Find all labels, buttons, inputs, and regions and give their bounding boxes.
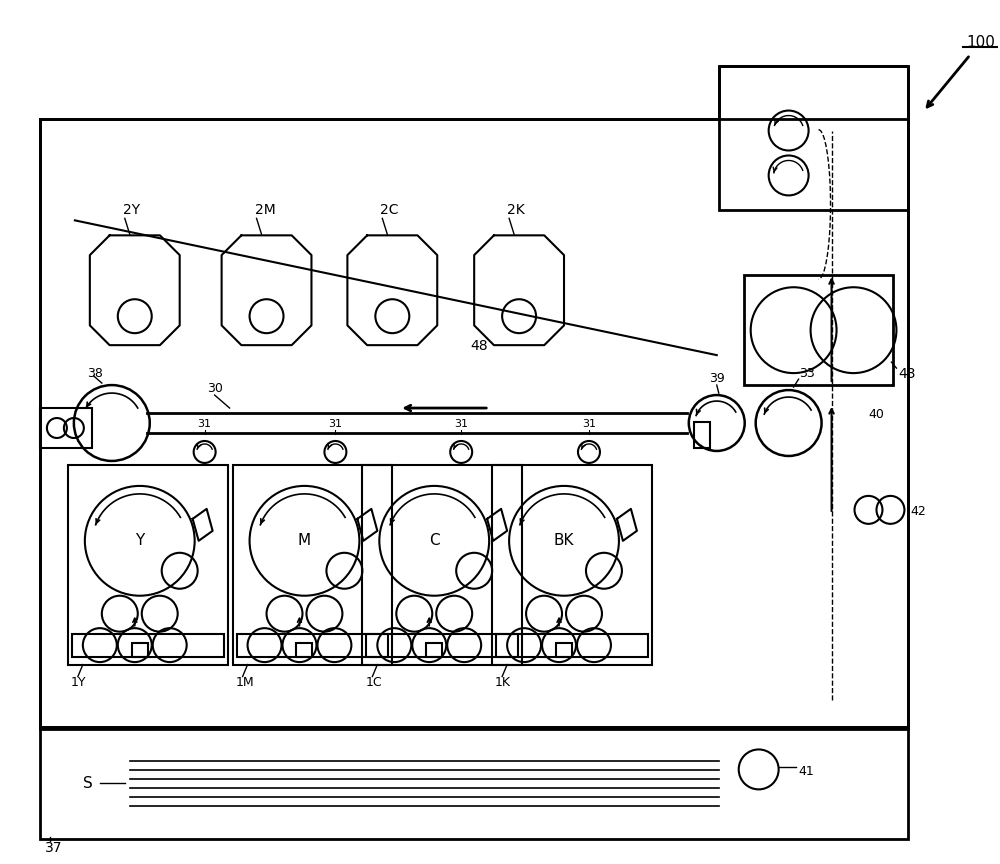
Text: 33: 33 [799, 366, 814, 379]
Text: 1M: 1M [236, 676, 254, 689]
Bar [40, 408, 92, 448]
Text: 2Y: 2Y [123, 203, 140, 218]
Bar [492, 465, 652, 664]
Text: 1Y: 1Y [71, 676, 86, 689]
Text: BK: BK [554, 533, 574, 549]
Text: 42: 42 [910, 505, 926, 518]
Text: 31: 31 [328, 419, 342, 429]
Bar [426, 643, 442, 657]
Text: 40: 40 [868, 408, 884, 421]
Text: 31: 31 [454, 419, 468, 429]
Text: 41: 41 [799, 765, 814, 778]
Bar [40, 118, 908, 729]
Text: S: S [83, 776, 93, 791]
Bar [719, 66, 908, 211]
Bar [40, 727, 908, 839]
Bar [132, 643, 148, 657]
Bar [744, 276, 893, 385]
Bar [694, 422, 710, 448]
Bar [496, 633, 648, 657]
Text: 100: 100 [966, 35, 995, 50]
Text: 48: 48 [470, 340, 488, 353]
Text: M: M [298, 533, 311, 549]
Text: 38: 38 [87, 366, 103, 379]
Text: 1C: 1C [365, 676, 382, 689]
Text: 39: 39 [709, 372, 725, 384]
Text: 31: 31 [198, 419, 212, 429]
Text: 2C: 2C [380, 203, 399, 218]
Text: Y: Y [135, 533, 144, 549]
Bar [296, 643, 312, 657]
Bar [556, 643, 572, 657]
Bar [233, 465, 392, 664]
Text: C: C [429, 533, 440, 549]
Bar [68, 465, 228, 664]
Bar [362, 465, 522, 664]
Text: 30: 30 [207, 382, 223, 395]
Text: 1K: 1K [495, 676, 511, 689]
Bar [366, 633, 518, 657]
Text: 2M: 2M [255, 203, 275, 218]
Text: 43: 43 [898, 367, 916, 381]
Text: 2K: 2K [507, 203, 525, 218]
Text: 31: 31 [582, 419, 596, 429]
Bar [237, 633, 388, 657]
Text: 37: 37 [45, 842, 62, 855]
Bar [72, 633, 224, 657]
